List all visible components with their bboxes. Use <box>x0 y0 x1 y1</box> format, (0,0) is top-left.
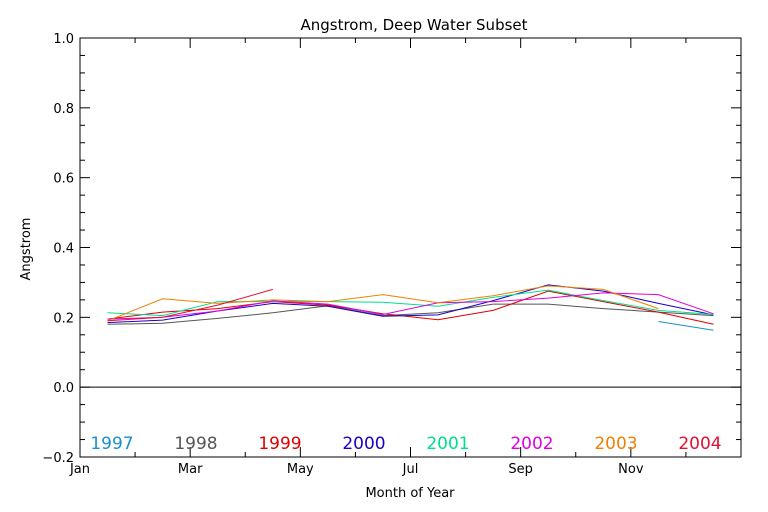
series-line-1997 <box>658 321 714 331</box>
legend-entry-1998: 1998 <box>174 434 217 454</box>
legend-entry-1999: 1999 <box>258 434 301 454</box>
y-tick-label: 0.6 <box>53 172 74 187</box>
x-tick-label: May <box>287 462 314 477</box>
y-tick-label: 1.0 <box>53 32 74 47</box>
legend-entry-2002: 2002 <box>510 434 553 454</box>
legend-entry-2001: 2001 <box>426 434 469 454</box>
x-tick-label: Jul <box>402 462 419 477</box>
series-line-2003 <box>107 285 659 322</box>
y-tick-label: −0.2 <box>42 451 74 466</box>
legend-entry-1997: 1997 <box>90 434 133 454</box>
series-line-1999 <box>107 290 714 325</box>
series-line-1998 <box>107 303 714 325</box>
y-tick-label: 0.2 <box>53 311 74 326</box>
x-tick-label: Mar <box>178 462 203 477</box>
y-tick-label: 0.8 <box>53 102 74 117</box>
x-tick-label: Jan <box>69 462 90 477</box>
y-tick-label: 0.4 <box>53 242 74 257</box>
series-line-2001 <box>107 289 714 317</box>
x-tick-label: Sep <box>508 462 533 477</box>
y-axis-title: Angstrom <box>19 218 34 281</box>
x-tick-label: Nov <box>618 462 644 477</box>
chart-title: Angstrom, Deep Water Subset <box>300 16 527 34</box>
plot-frame <box>79 37 742 458</box>
x-axis-title: Month of Year <box>365 486 455 501</box>
series-line-2002 <box>107 292 714 320</box>
series-line-2004 <box>107 288 273 322</box>
legend-entry-2004: 2004 <box>678 434 721 454</box>
legend-entry-2003: 2003 <box>594 434 637 454</box>
legend-entry-2000: 2000 <box>342 434 385 454</box>
y-tick-label: 0.0 <box>53 381 74 396</box>
